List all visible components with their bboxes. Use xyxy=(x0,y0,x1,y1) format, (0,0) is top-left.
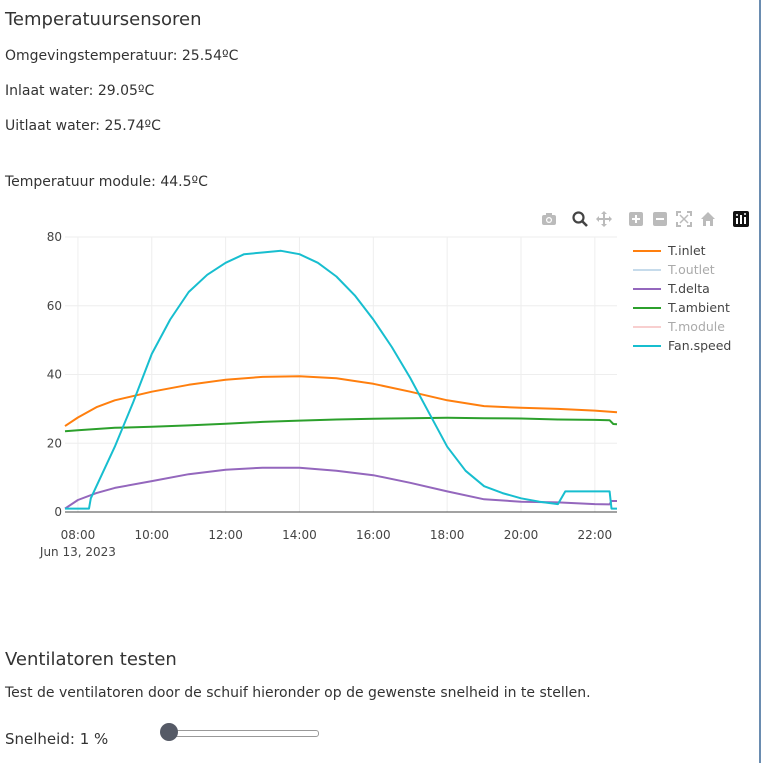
outlet-water-value: 25.74ºC xyxy=(104,118,161,134)
series-line-t-inlet[interactable] xyxy=(64,375,618,427)
zoom-in-icon[interactable] xyxy=(627,210,645,228)
outlet-water-line: Uitlaat water: 25.74ºC xyxy=(5,118,161,134)
camera-icon[interactable] xyxy=(540,210,558,228)
inlet-water-value: 29.05ºC xyxy=(97,83,155,99)
x-tick-label: 20:00 xyxy=(504,528,539,542)
series-line-fan-speed[interactable] xyxy=(65,249,617,510)
outlet-water-label: Uitlaat water: xyxy=(5,118,100,134)
legend-item-t-module[interactable]: T.module xyxy=(667,319,725,334)
series-line-t-delta[interactable] xyxy=(64,466,617,510)
legend-item-t-delta[interactable]: T.delta xyxy=(667,281,710,296)
chart-modebar xyxy=(538,210,753,230)
ambient-temperature-value: 25.54ºC xyxy=(181,48,239,64)
section-title-fan-test: Ventilatoren testen xyxy=(5,649,177,670)
temperature-chart[interactable]: 0 20 40 60 80 08:00 10:00 12:00 14:00 16:00 18:00 2… xyxy=(0,225,755,565)
y-tick-label: 40 xyxy=(47,368,62,382)
x-tick-label: 08:00 xyxy=(61,528,96,542)
legend-item-t-outlet[interactable]: T.outlet xyxy=(667,262,715,277)
zoom-out-icon[interactable] xyxy=(651,210,669,228)
zoom-icon[interactable] xyxy=(571,210,589,228)
y-tick-label: 0 xyxy=(54,505,62,519)
fan-test-description: Test de ventilatoren door de schuif hier… xyxy=(5,685,591,701)
inlet-water-label: Inlaat water: xyxy=(5,83,94,99)
legend-item-t-inlet[interactable]: T.inlet xyxy=(667,243,706,258)
legend-item-t-ambient[interactable]: T.ambient xyxy=(667,300,730,315)
plotly-logo-icon[interactable] xyxy=(732,210,750,228)
speed-slider-thumb[interactable] xyxy=(159,723,178,741)
speed-label: Snelheid: xyxy=(5,730,75,748)
speed-label-line: Snelheid: 1 % xyxy=(5,730,108,748)
page-right-border xyxy=(759,0,761,763)
x-date-label: Jun 13, 2023 xyxy=(39,545,116,559)
speed-value: 1 % xyxy=(79,730,109,748)
x-tick-label: 18:00 xyxy=(430,528,465,542)
series-line-t-ambient[interactable] xyxy=(64,416,618,433)
inlet-water-line: Inlaat water: 29.05ºC xyxy=(5,83,154,99)
x-tick-label: 12:00 xyxy=(208,528,243,542)
module-temperature-label: Temperatuur module: xyxy=(5,174,156,190)
y-tick-label: 20 xyxy=(47,436,62,450)
speed-slider-track[interactable] xyxy=(162,730,319,737)
autoscale-icon[interactable] xyxy=(675,210,693,228)
legend-item-fan-speed[interactable]: Fan.speed xyxy=(668,338,731,353)
y-tick-label: 80 xyxy=(47,230,62,244)
ambient-temperature-line: Omgevingstemperatuur: 25.54ºC xyxy=(5,48,238,64)
module-temperature-value: 44.5ºC xyxy=(160,174,208,190)
section-title-temperature-sensors: Temperatuursensoren xyxy=(5,9,202,30)
y-tick-label: 60 xyxy=(47,299,62,313)
x-tick-label: 22:00 xyxy=(578,528,613,542)
x-tick-label: 16:00 xyxy=(356,528,391,542)
pan-icon[interactable] xyxy=(595,210,613,228)
x-tick-label: 14:00 xyxy=(282,528,317,542)
home-icon[interactable] xyxy=(699,210,717,228)
x-tick-label: 10:00 xyxy=(134,528,169,542)
ambient-temperature-label: Omgevingstemperatuur: xyxy=(5,48,178,64)
module-temperature-line: Temperatuur module: 44.5ºC xyxy=(5,174,208,190)
